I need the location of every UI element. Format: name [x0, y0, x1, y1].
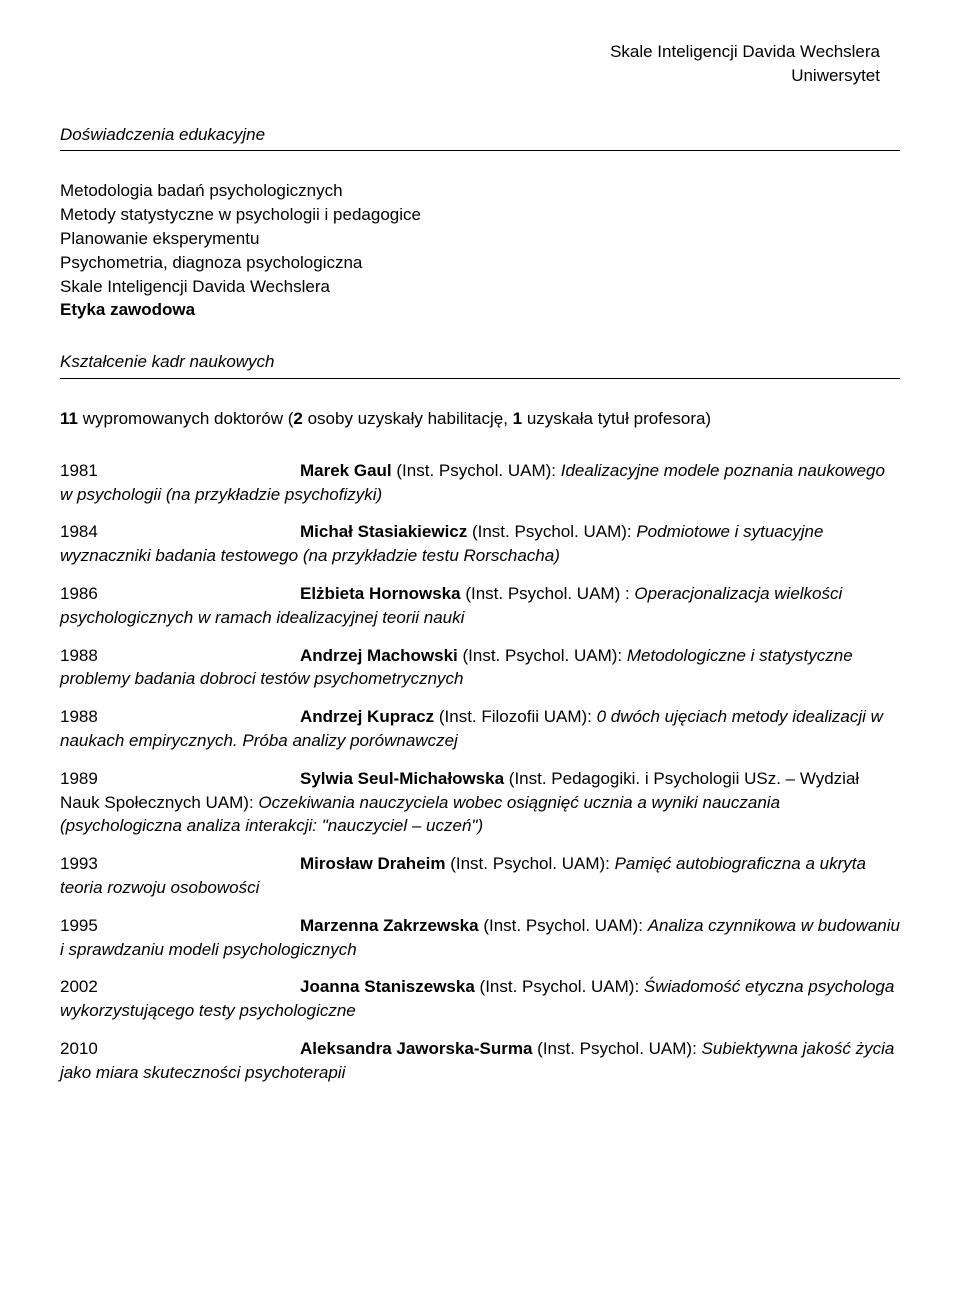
entry-name: Marzenna Zakrzewska — [300, 916, 479, 935]
entry-item: 1988Andrzej Machowski (Inst. Psychol. UA… — [60, 644, 900, 692]
entry-year: 1981 — [60, 459, 300, 483]
entry-affiliation: (Inst. Filozofii UAM): — [434, 707, 596, 726]
page-header: Skale Inteligencji Davida Wechslera Uniw… — [60, 40, 880, 88]
entry-item: 1995Marzenna Zakrzewska (Inst. Psychol. … — [60, 914, 900, 962]
entry-name: Sylwia Seul-Michałowska — [300, 769, 504, 788]
experience-item: Psychometria, diagnoza psychologiczna — [60, 251, 900, 275]
entry-year: 1989 — [60, 767, 300, 791]
header-line2: Uniwersytet — [60, 64, 880, 88]
entry-year: 1993 — [60, 852, 300, 876]
entry-affiliation: (Inst. Psychol. UAM) : — [461, 584, 635, 603]
entry-name: Andrzej Machowski — [300, 646, 458, 665]
entry-affiliation: (Inst. Psychol. UAM): — [467, 522, 636, 541]
entry-name: Elżbieta Hornowska — [300, 584, 461, 603]
entry-affiliation: (Inst. Psychol. UAM): — [392, 461, 561, 480]
entry-item: 2002Joanna Staniszewska (Inst. Psychol. … — [60, 975, 900, 1023]
summary-text: osoby uzyskały habilitację, — [303, 409, 513, 428]
entry-year: 1986 — [60, 582, 300, 606]
entry-name: Joanna Staniszewska — [300, 977, 475, 996]
experience-item: Metodologia badań psychologicznych — [60, 179, 900, 203]
entry-year: 2002 — [60, 975, 300, 999]
entry-name: Marek Gaul — [300, 461, 392, 480]
entry-item: 1993Mirosław Draheim (Inst. Psychol. UAM… — [60, 852, 900, 900]
experience-item: Skale Inteligencji Davida Wechslera — [60, 275, 900, 299]
section-training-title: Kształcenie kadr naukowych — [60, 350, 900, 374]
entry-affiliation: (Inst. Psychol. UAM): — [458, 646, 627, 665]
entry-item: 1988Andrzej Kupracz (Inst. Filozofii UAM… — [60, 705, 900, 753]
entry-affiliation: (Inst. Psychol. UAM): — [479, 916, 648, 935]
entry-year: 1995 — [60, 914, 300, 938]
summary-text: uzyskała tytuł profesora) — [522, 409, 711, 428]
entry-item: 2010Aleksandra Jaworska-Surma (Inst. Psy… — [60, 1037, 900, 1085]
summary-number: 2 — [293, 409, 302, 428]
entries-list: 1981Marek Gaul (Inst. Psychol. UAM): Ide… — [60, 459, 900, 1085]
entry-name: Andrzej Kupracz — [300, 707, 434, 726]
section-experience-title: Doświadczenia edukacyjne — [60, 123, 900, 147]
entry-affiliation: (Inst. Psychol. UAM): — [475, 977, 644, 996]
entry-year: 2010 — [60, 1037, 300, 1061]
divider — [60, 378, 900, 379]
summary-text: wypromowanych doktorów ( — [78, 409, 293, 428]
entry-year: 1988 — [60, 644, 300, 668]
experience-item: Planowanie eksperymentu — [60, 227, 900, 251]
experience-item: Metody statystyczne w psychologii i peda… — [60, 203, 900, 227]
entry-item: 1984Michał Stasiakiewicz (Inst. Psychol.… — [60, 520, 900, 568]
summary-number: 1 — [513, 409, 522, 428]
entry-name: Mirosław Draheim — [300, 854, 446, 873]
training-summary: 11 wypromowanych doktorów (2 osoby uzysk… — [60, 407, 900, 431]
summary-number: 11 — [60, 409, 78, 428]
entry-item: 1989Sylwia Seul-Michałowska (Inst. Pedag… — [60, 767, 900, 838]
header-line1: Skale Inteligencji Davida Wechslera — [60, 40, 880, 64]
entry-year: 1988 — [60, 705, 300, 729]
entry-name: Aleksandra Jaworska-Surma — [300, 1039, 532, 1058]
entry-item: 1986Elżbieta Hornowska (Inst. Psychol. U… — [60, 582, 900, 630]
entry-affiliation: (Inst. Psychol. UAM): — [446, 854, 615, 873]
entry-item: 1981Marek Gaul (Inst. Psychol. UAM): Ide… — [60, 459, 900, 507]
divider — [60, 150, 900, 151]
experience-list: Metodologia badań psychologicznych Metod… — [60, 179, 900, 322]
experience-item-bold: Etyka zawodowa — [60, 298, 900, 322]
entry-name: Michał Stasiakiewicz — [300, 522, 467, 541]
entry-year: 1984 — [60, 520, 300, 544]
entry-affiliation: (Inst. Psychol. UAM): — [532, 1039, 701, 1058]
